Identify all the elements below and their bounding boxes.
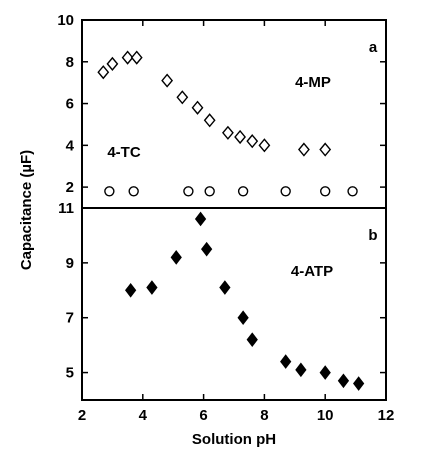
- data-point: [194, 211, 207, 227]
- data-point: [170, 250, 182, 265]
- data-point: [130, 50, 143, 65]
- x-tick-label: 10: [317, 407, 334, 424]
- data-point: [204, 186, 215, 197]
- data-point: [176, 90, 189, 105]
- data-point: [121, 50, 134, 65]
- data-point: [106, 56, 119, 71]
- data-point: [246, 332, 258, 347]
- x-tick-label: 6: [199, 407, 207, 424]
- panel-a-label: a: [369, 39, 378, 56]
- data-point: [161, 73, 174, 88]
- x-axis-title: Solution pH: [192, 431, 276, 448]
- y-tick-label: 10: [57, 12, 74, 29]
- data-point: [201, 241, 213, 257]
- data-point: [183, 186, 194, 197]
- data-point: [320, 186, 331, 197]
- data-point: [128, 186, 139, 197]
- data-point: [97, 65, 110, 80]
- x-tick-label: 12: [378, 407, 395, 424]
- marks-layer: [97, 50, 365, 391]
- x-tick-label: 4: [139, 407, 148, 424]
- data-point: [191, 100, 204, 115]
- y-tick-label: 6: [66, 96, 74, 113]
- data-point: [222, 125, 234, 140]
- panel-a-frame: [81, 19, 387, 209]
- y-tick-label: 7: [66, 310, 74, 327]
- data-point: [295, 362, 307, 378]
- x-tick-label: 8: [260, 407, 268, 424]
- data-point: [319, 142, 332, 157]
- y-tick-label: 5: [66, 365, 74, 382]
- data-point: [246, 134, 259, 149]
- y-tick-label: 2: [66, 179, 74, 196]
- data-point: [219, 280, 231, 295]
- y-tick-label: 4: [66, 137, 75, 154]
- y-axis-title: Capacitance (µF): [18, 150, 35, 270]
- data-point: [203, 113, 216, 128]
- data-point: [319, 365, 331, 380]
- data-point: [298, 142, 310, 157]
- data-point: [258, 138, 271, 153]
- data-point: [125, 282, 137, 298]
- panel-b-frame: [81, 207, 387, 401]
- data-point: [237, 310, 249, 326]
- data-point: [146, 280, 158, 295]
- data-point: [280, 354, 292, 369]
- ticks-layer: 2 4 6 8 10 12 2 4 6 8 10 5 7 9 11: [57, 12, 394, 424]
- data-point: [280, 186, 291, 197]
- y-tick-label: 8: [66, 54, 74, 71]
- series-label-4tc: 4-TC: [107, 144, 141, 161]
- y-tick-label: 9: [66, 255, 74, 272]
- data-point: [337, 373, 350, 389]
- x-tick-label: 2: [78, 407, 86, 424]
- data-point: [347, 186, 358, 197]
- series-label-4mp: 4-MP: [295, 74, 331, 91]
- data-point: [234, 129, 246, 145]
- data-point: [237, 186, 249, 197]
- series-label-4atp: 4-ATP: [291, 263, 333, 280]
- y-tick-label: 11: [58, 200, 74, 217]
- data-point: [353, 376, 365, 391]
- data-point: [104, 186, 115, 197]
- panel-b-label: b: [368, 227, 377, 244]
